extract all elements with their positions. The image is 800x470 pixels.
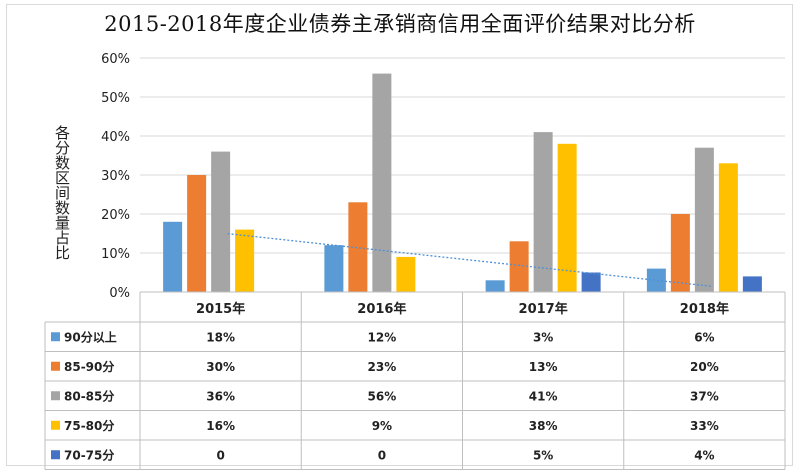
y-tick-label: 10% xyxy=(101,247,130,262)
data-label: 9% xyxy=(372,419,392,433)
data-label: 37% xyxy=(690,389,719,403)
data-label: 0 xyxy=(378,448,386,462)
data-label: 5% xyxy=(533,448,553,462)
y-axis-label: 各分数区间数量占比 xyxy=(53,125,71,260)
y-tick-label: 30% xyxy=(101,169,130,184)
bar xyxy=(646,268,666,292)
legend-swatch xyxy=(51,420,60,430)
legend-swatch xyxy=(51,332,60,342)
bar xyxy=(670,214,690,292)
bar xyxy=(694,147,714,292)
legend-label: 90分以上 xyxy=(64,329,117,344)
data-label: 12% xyxy=(368,330,397,344)
legend-swatch xyxy=(51,391,60,401)
data-label: 18% xyxy=(206,330,235,344)
bar xyxy=(485,280,505,292)
x-tick-label: 2018年 xyxy=(680,301,729,317)
y-tick-label: 0% xyxy=(109,286,130,301)
legend-label: 70-75分 xyxy=(64,447,114,462)
data-label: 38% xyxy=(529,419,558,433)
bar xyxy=(211,151,231,292)
data-label: 33% xyxy=(690,419,719,433)
bar xyxy=(718,163,738,292)
y-tick-label: 40% xyxy=(101,130,130,145)
x-tick-label: 2016年 xyxy=(357,301,406,317)
bar xyxy=(742,276,762,292)
legend-label: 85-90分 xyxy=(64,359,114,374)
data-label: 20% xyxy=(690,360,719,374)
bar xyxy=(324,245,344,292)
legend-swatch xyxy=(51,361,60,371)
y-tick-label: 20% xyxy=(101,208,130,223)
x-tick-label: 2015年 xyxy=(196,301,245,317)
bar xyxy=(372,73,392,292)
legend-label: 80-85分 xyxy=(64,388,114,403)
chart-frame xyxy=(6,4,793,466)
legend-swatch xyxy=(51,450,60,460)
bar xyxy=(396,256,416,292)
y-tick-label: 50% xyxy=(101,91,130,106)
data-label: 3% xyxy=(533,330,553,344)
data-label: 16% xyxy=(206,419,235,433)
data-label: 56% xyxy=(368,389,397,403)
y-tick-label: 60% xyxy=(101,52,130,67)
bar xyxy=(235,229,255,292)
bar xyxy=(533,132,553,292)
bar xyxy=(348,202,368,292)
data-label: 13% xyxy=(529,360,558,374)
trendline xyxy=(227,232,712,287)
bar xyxy=(187,175,207,292)
bar xyxy=(581,272,601,292)
chart-title: 2015-2018年度企业债券主承销商信用全面评价结果对比分析 xyxy=(104,12,696,36)
bar xyxy=(509,241,529,292)
x-tick-label: 2017年 xyxy=(519,301,568,317)
data-label: 30% xyxy=(206,360,235,374)
data-label: 23% xyxy=(368,360,397,374)
data-label: 6% xyxy=(694,330,714,344)
data-label: 41% xyxy=(529,389,558,403)
bar xyxy=(163,221,183,292)
data-label: 4% xyxy=(694,448,714,462)
data-label: 0 xyxy=(216,448,224,462)
legend-label: 75-80分 xyxy=(64,418,114,433)
bar xyxy=(557,143,577,292)
data-label: 36% xyxy=(206,389,235,403)
